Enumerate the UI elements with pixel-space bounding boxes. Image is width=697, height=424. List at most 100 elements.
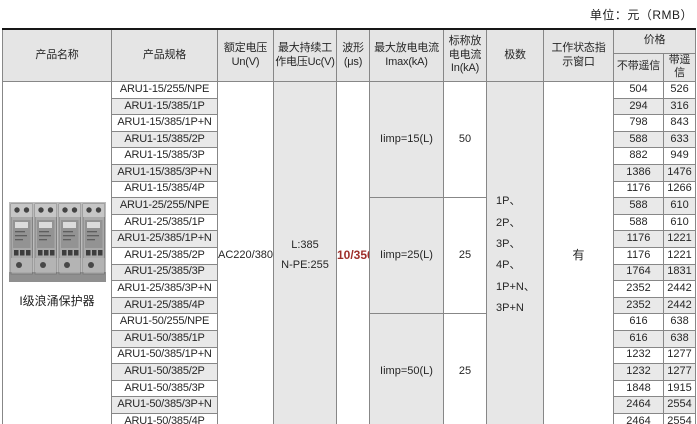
table-row: ARU1-25/385/3P 1764 1831 — [3, 263, 697, 282]
price-cell-without-remote: 1232 — [613, 363, 664, 381]
spec-cell: ARU1-50/385/1P — [111, 329, 218, 348]
price-cell-with-remote: 1221 — [662, 246, 697, 265]
table-row: ARU1-50/385/4P 2464 2554 — [3, 412, 697, 424]
price-cell-with-remote: 1221 — [662, 230, 697, 248]
price-cell-without-remote: 1848 — [613, 379, 664, 398]
price-cell-with-remote: 1831 — [662, 263, 697, 282]
product-name-cell: I级浪涌保护器 — [2, 80, 112, 424]
table-row: ARU1-25/385/4P 2352 2442 — [3, 296, 697, 315]
header-nominal-discharge-current: 标称放 电电流 In(kA) — [443, 28, 487, 82]
rated-voltage-cell: AC220/380 — [217, 80, 274, 424]
spec-cell: ARU1-15/385/1P — [111, 97, 218, 116]
table-row: ARU1-15/385/1P 294 316 — [3, 97, 697, 116]
poles-cell: 1P、2P、 3P、4P、 1P+N、 3P+N — [486, 80, 544, 424]
price-cell-without-remote: 1176 — [613, 246, 664, 265]
price-cell-with-remote: 843 — [662, 114, 697, 132]
product-cell-content: I级浪涌保护器 — [4, 201, 111, 309]
price-cell-without-remote: 2352 — [613, 296, 664, 315]
price-cell-with-remote: 949 — [662, 147, 697, 165]
spec-cell: ARU1-15/385/1P+N — [111, 114, 218, 132]
price-cell-with-remote: 638 — [662, 329, 697, 348]
spec-cell: ARU1-50/255/NPE — [111, 313, 218, 331]
price-cell-without-remote: 1176 — [613, 180, 664, 199]
table-row: ARU1-15/385/2P 588 633 — [3, 130, 697, 149]
imax-cell: Iimp=50(L) — [369, 313, 444, 424]
price-cell-without-remote: 616 — [613, 329, 664, 348]
spec-cell: ARU1-25/385/1P — [111, 213, 218, 232]
spec-cell: ARU1-15/385/3P+N — [111, 163, 218, 182]
price-cell-with-remote: 2554 — [662, 412, 697, 424]
header-product-name: 产品名称 — [2, 28, 112, 82]
header-max-continuous-voltage: 最大持续工 作电压Uc(V) — [273, 28, 337, 82]
in-cell: 50 — [443, 80, 487, 199]
imax-cell: Iimp=25(L) — [369, 197, 444, 315]
price-cell-with-remote: 633 — [662, 130, 697, 149]
spec-cell: ARU1-15/255/NPE — [111, 81, 218, 99]
product-price-table: 产品名称 产品规格 额定电压 Un(V) 最大持续工 作电压Uc(V) 波形 (… — [2, 28, 697, 424]
price-cell-with-remote: 1915 — [662, 379, 697, 398]
header-waveform: 波形 (μs) — [336, 28, 370, 82]
price-cell-without-remote: 588 — [613, 213, 664, 232]
spec-cell: ARU1-50/385/3P+N — [111, 396, 218, 414]
price-cell-with-remote: 610 — [662, 213, 697, 232]
header-product-spec: 产品规格 — [111, 28, 218, 82]
price-cell-without-remote: 1232 — [613, 346, 664, 365]
spec-cell: ARU1-15/385/2P — [111, 130, 218, 149]
in-cell: 25 — [443, 313, 487, 424]
price-cell-with-remote: 1277 — [662, 346, 697, 365]
spec-cell: ARU1-25/385/2P — [111, 246, 218, 265]
price-cell-without-remote: 294 — [613, 97, 664, 116]
spec-cell: ARU1-25/385/4P — [111, 296, 218, 315]
price-cell-with-remote: 526 — [662, 81, 697, 99]
status-cell: 有 — [543, 80, 614, 424]
in-cell: 25 — [443, 197, 487, 315]
header-row: 产品名称 产品规格 额定电压 Un(V) 最大持续工 作电压Uc(V) 波形 (… — [2, 28, 697, 82]
price-cell-without-remote: 588 — [613, 130, 664, 149]
spec-cell: ARU1-50/385/2P — [111, 363, 218, 381]
spec-cell: ARU1-50/385/1P+N — [111, 346, 218, 365]
price-cell-without-remote: 1764 — [613, 263, 664, 282]
price-cell-without-remote: 616 — [613, 313, 664, 331]
price-cell-with-remote: 2442 — [662, 296, 697, 315]
spec-cell: ARU1-50/385/4P — [111, 412, 218, 424]
table-header: 产品名称 产品规格 额定电压 Un(V) 最大持续工 作电压Uc(V) 波形 (… — [2, 28, 697, 82]
price-cell-with-remote: 2442 — [662, 280, 697, 298]
price-cell-without-remote: 882 — [613, 147, 664, 165]
header-max-discharge-current: 最大放电电流 Imax(kA) — [369, 28, 444, 82]
table-row: ARU1-15/385/3P+N 1386 1476 — [3, 163, 697, 182]
price-cell-without-remote: 2464 — [613, 412, 664, 424]
table-row: ARU1-50/385/2P 1232 1277 — [3, 363, 697, 381]
price-cell-with-remote: 2554 — [662, 396, 697, 414]
spec-cell: ARU1-25/385/1P+N — [111, 230, 218, 248]
table-body: I级浪涌保护器 ARU1-15/255/NPE AC220/380 L:385 N-… — [2, 80, 697, 424]
header-price-subrow: 不带遥信 带遥信 — [3, 52, 697, 82]
price-cell-without-remote: 1176 — [613, 230, 664, 248]
price-cell-with-remote: 316 — [662, 97, 697, 116]
header-price-without-remote: 不带遥信 — [613, 52, 664, 82]
price-cell-without-remote: 504 — [613, 81, 664, 99]
spec-cell: ARU1-50/385/3P — [111, 379, 218, 398]
imax-cell: Iimp=15(L) — [369, 80, 444, 199]
table-row: I级浪涌保护器 ARU1-15/255/NPE AC220/380 L:385 N-… — [2, 80, 697, 424]
header-price-with-remote: 带遥信 — [662, 52, 697, 82]
waveform-cell: 10/350 — [336, 80, 370, 424]
price-cell-with-remote: 610 — [662, 197, 697, 215]
header-rated-voltage: 额定电压 Un(V) — [217, 28, 274, 82]
price-cell-without-remote: 588 — [613, 197, 664, 215]
table-row: ARU1-50/385/1P+N 1232 1277 — [3, 346, 697, 365]
price-cell-with-remote: 1476 — [662, 163, 697, 182]
price-cell-with-remote: 1266 — [662, 180, 697, 199]
price-cell-with-remote: 638 — [662, 313, 697, 331]
uc-cell: L:385 N-PE:255 — [273, 80, 337, 424]
price-cell-with-remote: 1277 — [662, 363, 697, 381]
header-price: 价格 — [612, 28, 697, 54]
spec-cell: ARU1-25/255/NPE — [111, 197, 218, 215]
spec-cell: ARU1-25/385/3P — [111, 263, 218, 282]
price-cell-without-remote: 1386 — [613, 163, 664, 182]
table-row: ARU1-25/385/1P+N 1176 1221 — [3, 230, 697, 248]
surge-protector-photo — [8, 201, 106, 282]
header-poles: 极数 — [486, 28, 544, 82]
table-row: ARU1-25/385/1P 588 610 — [3, 213, 697, 232]
price-cell-without-remote: 2464 — [613, 396, 664, 414]
